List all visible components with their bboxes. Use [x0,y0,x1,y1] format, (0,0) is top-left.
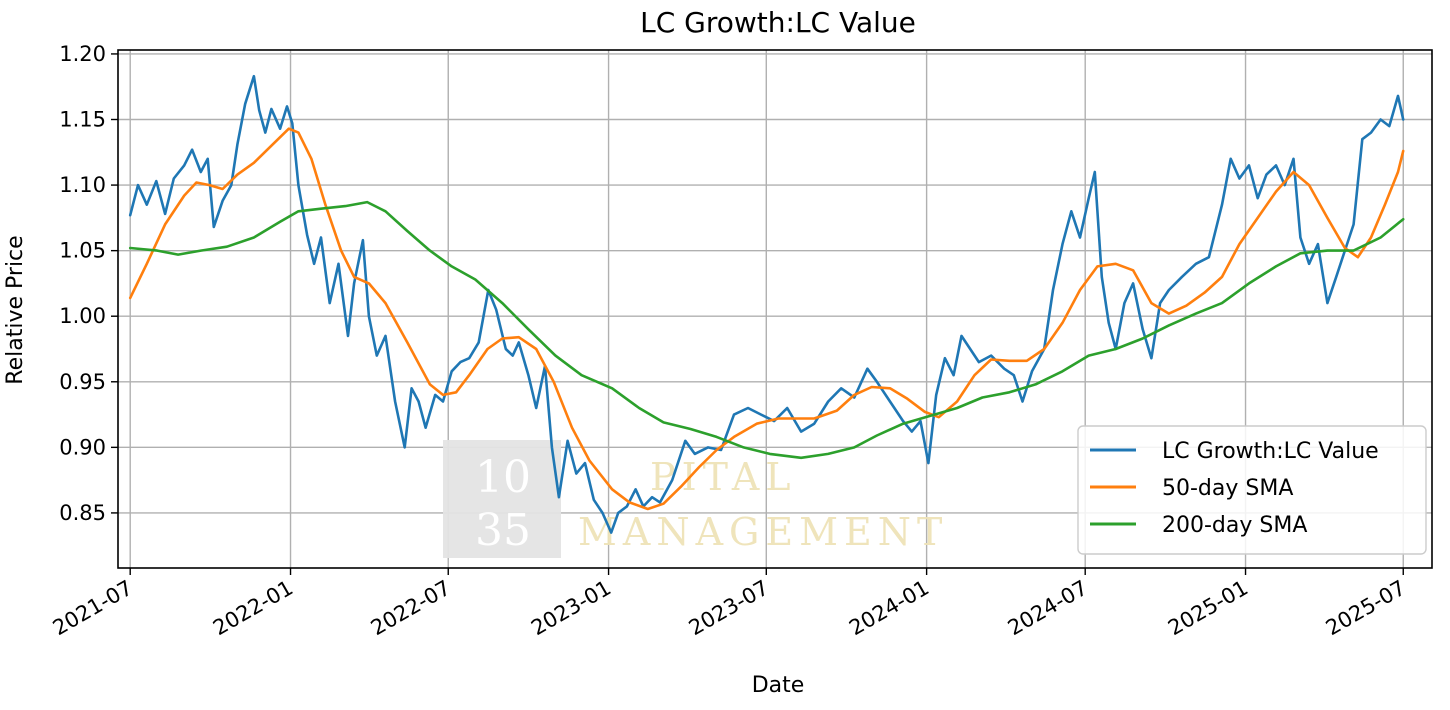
series-lines [128,74,1405,534]
y-axis-label: Relative Price [3,235,28,384]
y-tick-label: 1.15 [59,108,106,132]
legend: LC Growth:LC Value 50-day SMA 200-day SMA [1077,425,1427,555]
y-tick-label: 0.95 [59,370,106,394]
x-tick-label: 2024-07 [1004,576,1092,641]
legend-label: 50-day SMA [1162,476,1293,501]
y-tick-label: 1.10 [59,173,106,197]
x-tick-label: 2022-01 [209,576,297,641]
legend-box [1077,425,1427,555]
plot-frame [117,49,1433,569]
watermark-number-top: 10 [475,452,531,503]
grid-lines [118,50,1432,568]
watermark-word-bottom: MANAGEMENT [578,510,948,554]
y-tick-label: 0.85 [59,501,106,525]
x-tick-label: 2024-01 [845,576,933,641]
chart-title: LC Growth:LC Value [640,6,916,39]
y-tick-label: 1.20 [59,42,106,66]
x-tick-label: 2025-01 [1164,576,1252,641]
y-axis-ticks: 0.85 0.90 0.95 1.00 1.05 1.10 1.15 1.20 [59,42,118,525]
y-tick-label: 0.90 [59,435,106,459]
x-tick-label: 2022-07 [367,576,455,641]
series-line-3 [128,200,1405,460]
x-tick-label: 2023-01 [527,576,615,641]
x-tick-label: 2021-07 [49,576,137,641]
y-tick-label: 1.00 [59,304,106,328]
x-axis-ticks: 2021-07 2022-01 2022-07 2023-01 2023-07 2024-… [49,568,1410,640]
legend-label: 200-day SMA [1162,513,1307,538]
series-line-1 [128,74,1405,534]
y-tick-label: 1.05 [59,239,106,263]
x-tick-label: 2025-07 [1322,576,1410,641]
legend-label: LC Growth:LC Value [1162,439,1379,464]
watermark-logo: 10 35 PITAL MANAGEMENT [443,440,948,558]
x-tick-label: 2023-07 [685,576,773,641]
series-line-2 [128,127,1405,511]
x-axis-label: Date [752,673,805,698]
watermark-box [443,440,561,558]
watermark-number-bottom: 35 [475,505,531,556]
